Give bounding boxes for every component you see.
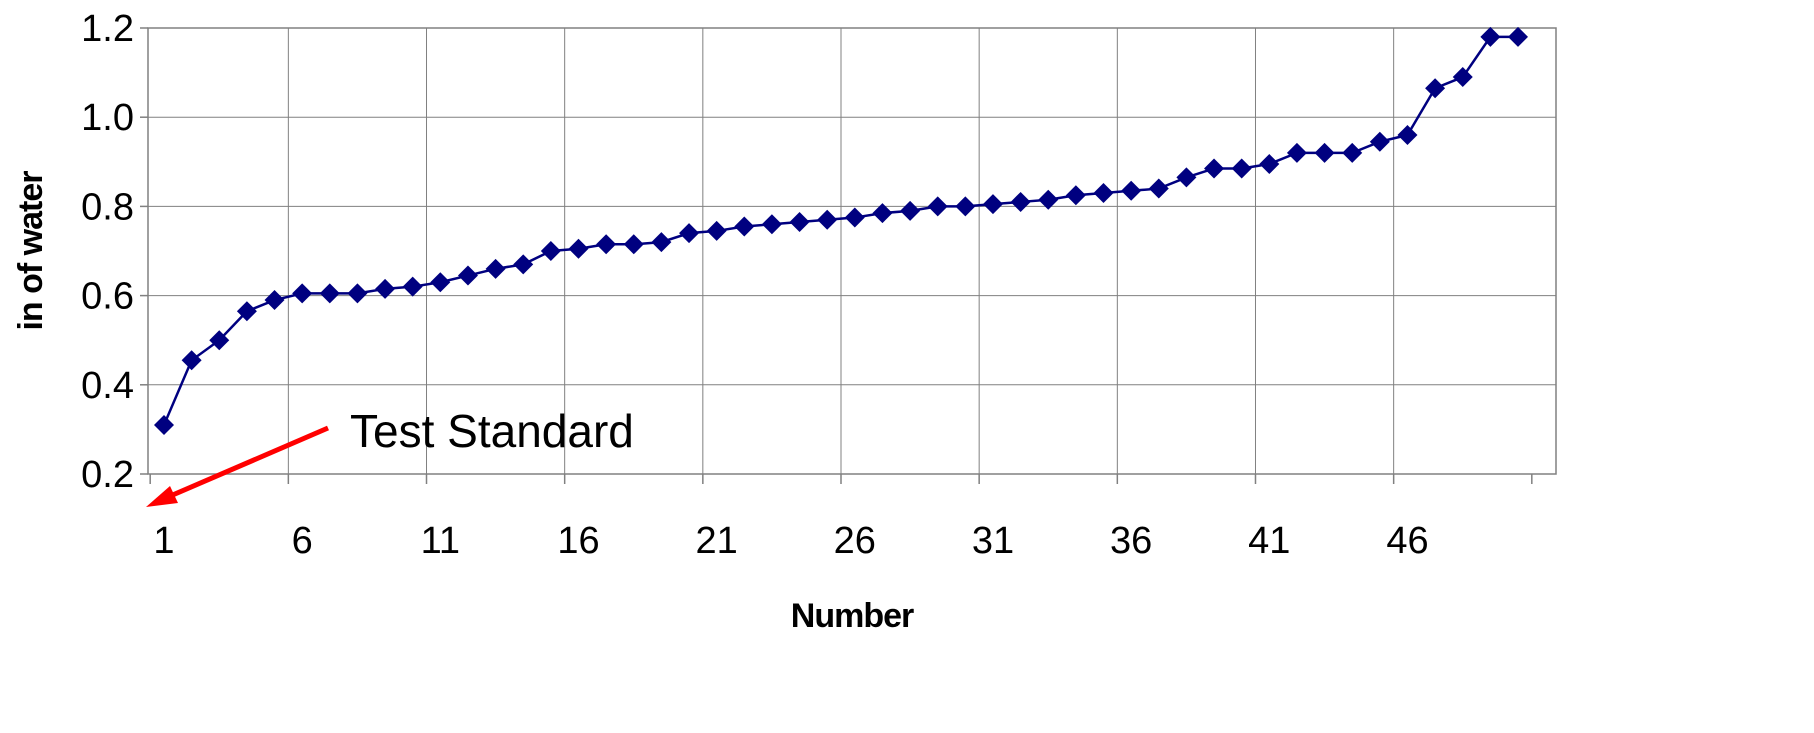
y-axis-title: in of water <box>12 171 50 331</box>
data-point <box>844 207 865 228</box>
gridlines <box>148 27 1556 475</box>
data-point <box>1121 180 1142 201</box>
data-point <box>513 254 534 275</box>
data-point <box>540 241 561 261</box>
y-tick-label: 0.8 <box>81 186 134 228</box>
data-point <box>485 258 506 279</box>
data-point <box>817 209 838 230</box>
x-tick-label: 6 <box>292 520 313 562</box>
data-point <box>982 194 1003 215</box>
data-point <box>457 265 478 286</box>
data-point <box>1342 142 1363 163</box>
data-point <box>402 276 423 297</box>
data-point <box>927 196 948 217</box>
data-point <box>955 196 976 217</box>
x-tick-label: 16 <box>557 520 599 562</box>
data-point <box>1176 167 1197 188</box>
x-tick-label: 21 <box>696 520 738 562</box>
data-point <box>1369 131 1390 152</box>
x-tick-label: 41 <box>1248 520 1290 562</box>
data-point <box>1010 191 1031 212</box>
annotation-arrow <box>167 425 329 500</box>
data-point <box>789 212 810 233</box>
data-point <box>1480 26 1501 47</box>
data-point <box>761 214 782 235</box>
plot-area <box>147 27 1557 475</box>
series-layer <box>154 26 1528 435</box>
data-point <box>1038 189 1059 210</box>
x-tick-label: 36 <box>1110 520 1152 562</box>
data-point <box>1452 67 1473 88</box>
data-point <box>1148 178 1169 199</box>
data-point <box>1065 185 1086 206</box>
data-point <box>900 200 921 221</box>
y-tick-label: 1.0 <box>81 97 134 139</box>
data-point <box>209 330 230 351</box>
data-point <box>596 234 617 255</box>
data-point <box>319 283 340 304</box>
data-point <box>1204 158 1225 179</box>
x-tick-label: 26 <box>834 520 876 562</box>
data-point <box>568 238 589 259</box>
data-point <box>706 220 727 241</box>
data-point <box>236 301 257 322</box>
data-point <box>734 216 755 237</box>
plot-frame <box>147 27 1557 475</box>
data-point <box>679 223 700 244</box>
data-point <box>1508 26 1528 47</box>
data-point <box>1093 183 1114 204</box>
x-axis-ticks: 1 6 11 16 21 26 31 36 41 46 <box>149 474 1533 562</box>
y-tick-label: 1.2 <box>81 8 134 50</box>
data-point <box>623 234 644 255</box>
data-point <box>1286 142 1307 163</box>
x-tick-label: 11 <box>421 520 460 562</box>
y-axis-ticks: 0.2 0.4 0.6 0.8 1.0 1.2 <box>81 8 148 496</box>
data-point <box>347 283 368 304</box>
y-tick-label: 0.4 <box>81 365 134 407</box>
data-point <box>1259 154 1280 175</box>
data-point <box>264 290 285 311</box>
y-tick-label: 0.6 <box>81 276 134 318</box>
x-tick-label: 31 <box>972 520 1014 562</box>
data-point <box>1231 158 1252 179</box>
annotation: Test Standard <box>146 405 634 507</box>
data-point <box>430 272 451 293</box>
annotation-arrowhead <box>146 486 178 507</box>
x-tick-label: 46 <box>1386 520 1428 562</box>
x-tick-label: 1 <box>153 520 174 562</box>
data-point <box>292 283 313 304</box>
data-point <box>872 203 893 224</box>
x-axis-title: Number <box>791 597 914 635</box>
data-point <box>1397 125 1418 146</box>
data-point <box>1314 142 1335 163</box>
data-point <box>154 414 174 435</box>
y-tick-label: 0.2 <box>81 454 134 496</box>
data-point <box>375 278 396 299</box>
data-point <box>1425 78 1446 99</box>
annotation-text: Test Standard <box>350 405 634 457</box>
data-point <box>181 350 202 371</box>
data-point <box>651 232 672 253</box>
